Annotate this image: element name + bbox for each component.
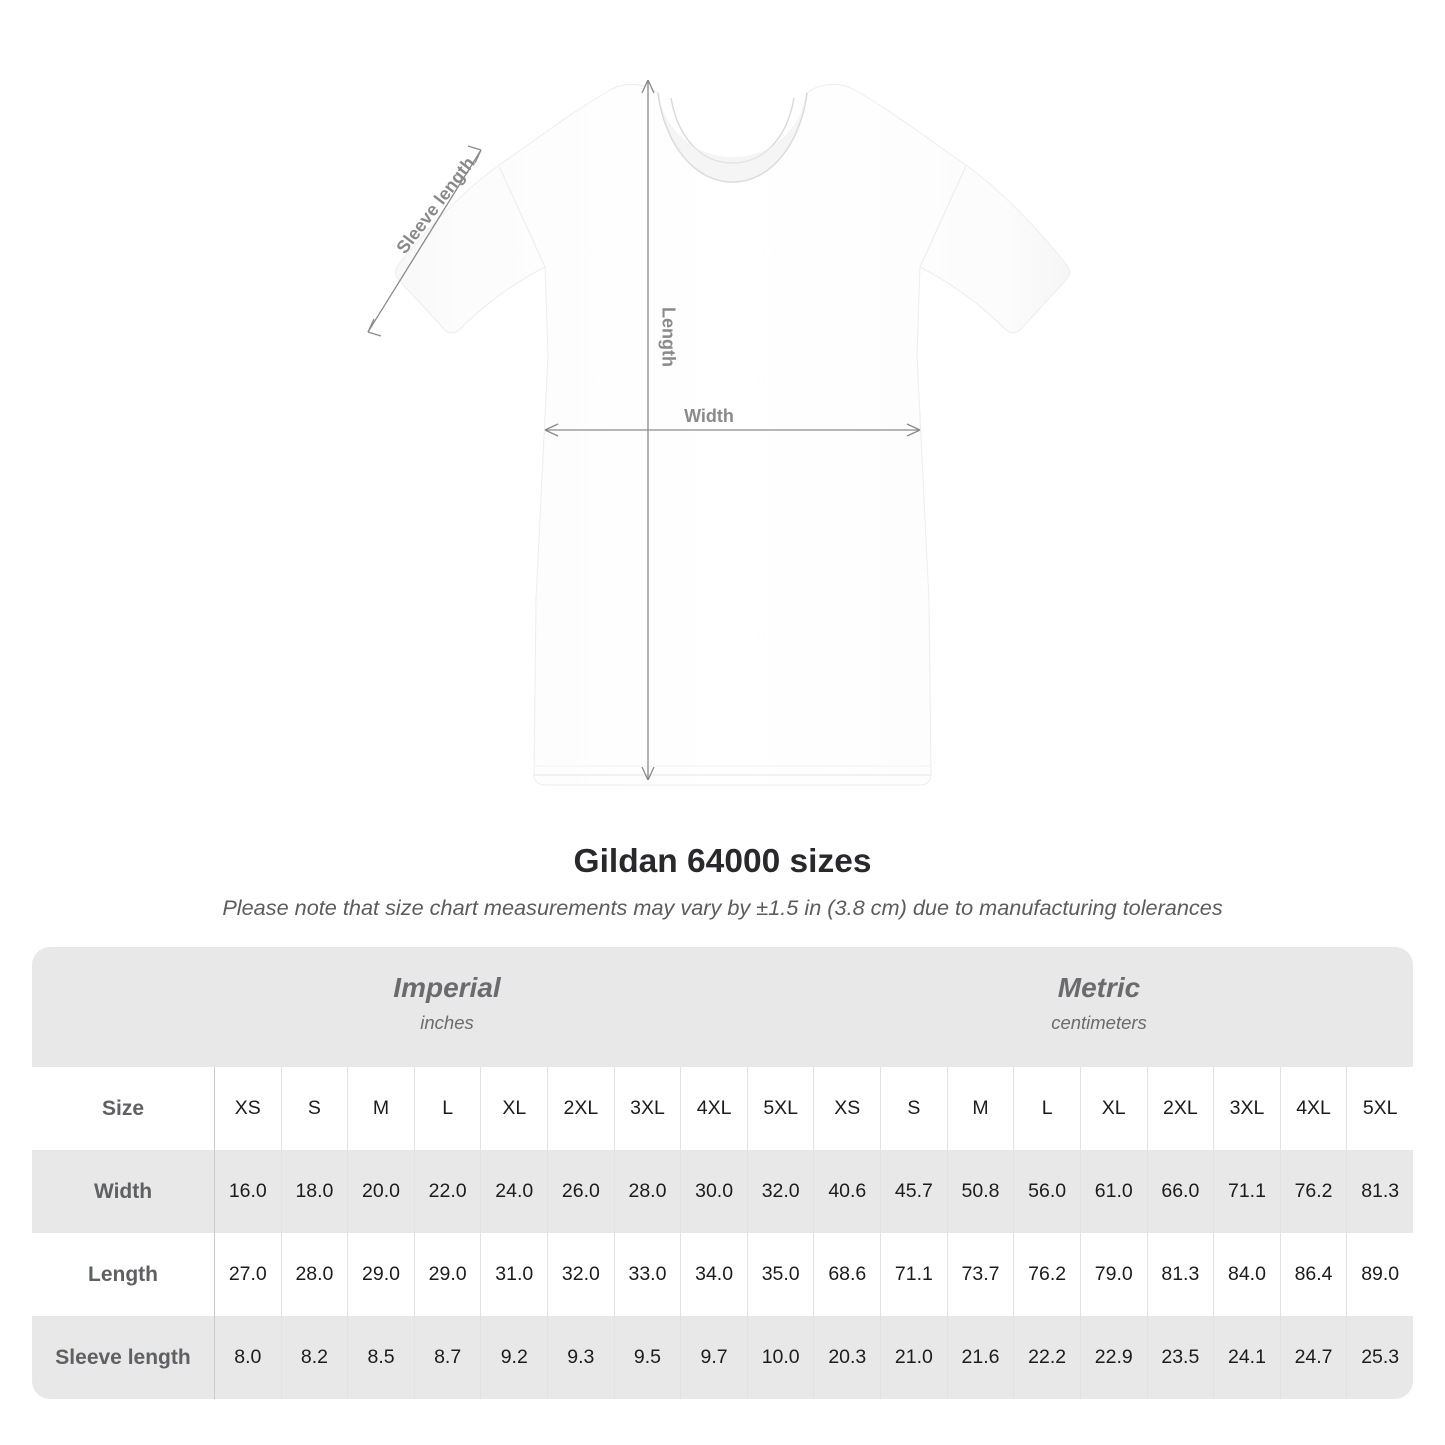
svg-text:Length: Length [658, 307, 678, 367]
svg-text:Width: Width [684, 406, 734, 426]
